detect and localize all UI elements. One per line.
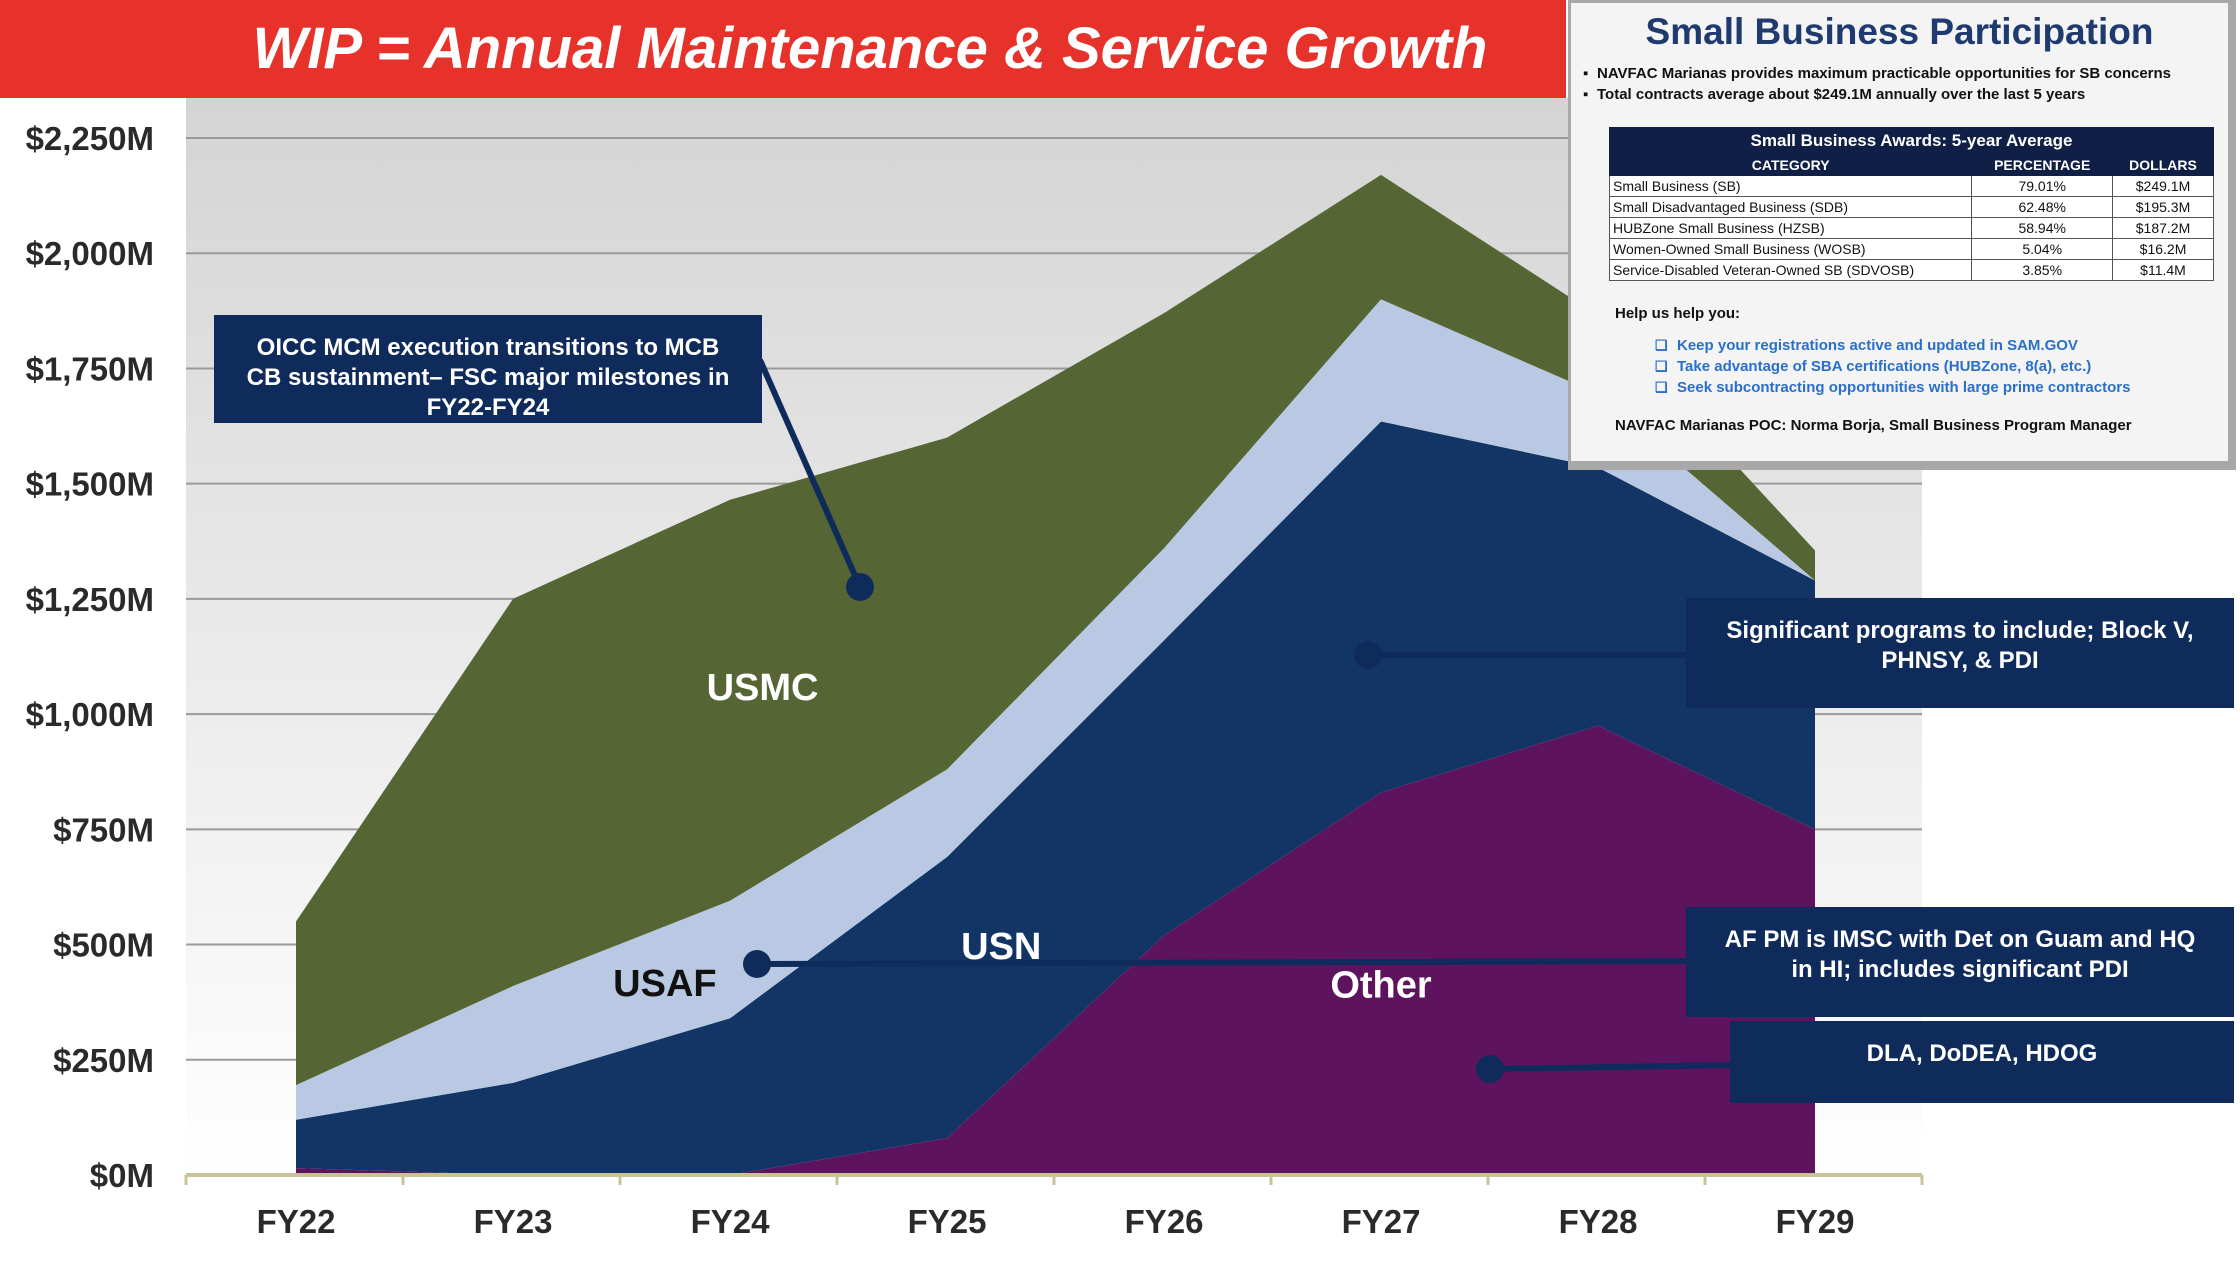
x-tick-label: FY28 <box>1559 1203 1638 1240</box>
x-tick-label: FY29 <box>1776 1203 1855 1240</box>
leader-line-other <box>1489 1062 1733 1072</box>
sb-cell-dollars: $249.1M <box>2112 175 2214 197</box>
sb-cell-dollars: $16.2M <box>2112 238 2214 260</box>
sb-table-header: PERCENTAGE <box>1971 154 2114 176</box>
y-tick-label: $1,000M <box>26 696 154 733</box>
y-tick-label: $500M <box>53 927 154 964</box>
x-axis: FY22 FY23 FY24 FY25 FY26 FY27 FY28 FY29 <box>184 1173 1924 1240</box>
leader-dot-oicc <box>846 573 874 601</box>
sb-poc: NAVFAC Marianas POC: Norma Borja, Small … <box>1615 417 2132 434</box>
sb-help-title: Help us help you: <box>1615 305 1741 322</box>
table-row: Small Business (SB) 79.01% $249.1M <box>1608 175 2214 197</box>
callout-usaf: AF PM is IMSC with Det on Guam and HQ in… <box>1686 907 2234 1017</box>
leader-line-oicc <box>757 358 863 589</box>
area-usn <box>296 421 1815 1175</box>
sb-cell-dollars: $195.3M <box>2112 196 2214 218</box>
area-usaf <box>296 299 1815 1120</box>
leader-dot-usaf <box>743 950 771 978</box>
title-banner: WIP = Annual Maintenance & Service Growt… <box>0 0 1566 98</box>
sb-tip: Take advantage of SBA certifications (HU… <box>1655 356 2130 377</box>
table-row: Small Disadvantaged Business (SDB) 62.48… <box>1608 196 2214 218</box>
series-label-other: Other <box>1330 965 1432 1007</box>
y-tick-label: $1,750M <box>26 350 154 387</box>
x-tick-label: FY22 <box>257 1203 336 1240</box>
sb-panel-title: Small Business Participation <box>1645 11 2154 52</box>
sb-bullet-list: NAVFAC Marianas provides maximum practic… <box>1583 63 2171 105</box>
sb-cell-percentage: 58.94% <box>1971 217 2114 239</box>
sb-tip: Keep your registrations active and updat… <box>1655 335 2130 356</box>
sb-tip: Seek subcontracting opportunities with l… <box>1655 377 2130 398</box>
sb-table-header: DOLLARS <box>2112 154 2214 176</box>
leader-line-usaf <box>756 958 1689 967</box>
y-tick-label: $250M <box>53 1042 154 1079</box>
sb-cell-category: Small Business (SB) <box>1608 175 1973 197</box>
y-tick-label: $750M <box>53 811 154 848</box>
sb-awards-table: Small Business Awards: 5-year Average CA… <box>1608 127 2214 281</box>
x-tick-label: FY26 <box>1125 1203 1204 1240</box>
y-tick-label: $2,000M <box>26 235 154 272</box>
small-business-panel: Small Business Participation NAVFAC Mari… <box>1568 0 2236 470</box>
series-label-usmc: USMC <box>707 667 819 709</box>
y-tick-label: $1,250M <box>26 581 154 618</box>
page-title: WIP = Annual Maintenance & Service Growt… <box>252 16 1488 81</box>
sb-cell-percentage: 79.01% <box>1971 175 2114 197</box>
area-usmc <box>296 174 1815 1086</box>
y-axis: $0M $250M $500M $750M $1,000M $1,250M $1,500M $… <box>26 120 154 1194</box>
leader-dot-usn <box>1354 641 1382 669</box>
sb-cell-category: Women-Owned Small Business (WOSB) <box>1608 238 1973 260</box>
area-other <box>296 725 1815 1175</box>
sb-table-title: Small Business Awards: 5-year Average <box>1609 127 2214 154</box>
sb-bullet: NAVFAC Marianas provides maximum practic… <box>1583 63 2171 84</box>
sb-cell-category: Service-Disabled Veteran-Owned SB (SDVOS… <box>1608 259 1973 281</box>
y-tick-label: $1,500M <box>26 466 154 503</box>
series-label-usaf: USAF <box>613 963 716 1005</box>
sb-cell-category: Small Disadvantaged Business (SDB) <box>1608 196 1973 218</box>
table-row: Service-Disabled Veteran-Owned SB (SDVOS… <box>1608 259 2214 281</box>
sb-bullet: Total contracts average about $249.1M an… <box>1583 84 2171 105</box>
sb-cell-percentage: 3.85% <box>1971 259 2114 281</box>
x-tick-label: FY25 <box>908 1203 987 1240</box>
callout-other: DLA, DoDEA, HDOG <box>1730 1021 2234 1103</box>
sb-cell-dollars: $11.4M <box>2112 259 2214 281</box>
leader-dot-other <box>1476 1055 1504 1083</box>
table-row: HUBZone Small Business (HZSB) 58.94% $18… <box>1608 217 2214 239</box>
sb-table-header: CATEGORY <box>1608 154 1973 176</box>
sb-tips-list: Keep your registrations active and updat… <box>1655 335 2130 398</box>
sb-cell-dollars: $187.2M <box>2112 217 2214 239</box>
callout-oicc: OICC MCM execution transitions to MCB CB… <box>214 315 762 423</box>
x-tick-label: FY27 <box>1342 1203 1421 1240</box>
sb-cell-percentage: 5.04% <box>1971 238 2114 260</box>
callout-usn: Significant programs to include; Block V… <box>1686 598 2234 708</box>
area-series <box>296 174 1815 1175</box>
callout-leaders <box>743 358 1733 1083</box>
x-tick-label: FY23 <box>474 1203 553 1240</box>
sb-cell-percentage: 62.48% <box>1971 196 2114 218</box>
sb-table-header-row: CATEGORY PERCENTAGE DOLLARS <box>1608 154 2214 176</box>
sb-cell-category: HUBZone Small Business (HZSB) <box>1608 217 1973 239</box>
y-tick-label: $2,250M <box>26 120 154 157</box>
table-row: Women-Owned Small Business (WOSB) 5.04% … <box>1608 238 2214 260</box>
x-tick-label: FY24 <box>691 1203 771 1240</box>
y-tick-label: $0M <box>90 1157 154 1194</box>
